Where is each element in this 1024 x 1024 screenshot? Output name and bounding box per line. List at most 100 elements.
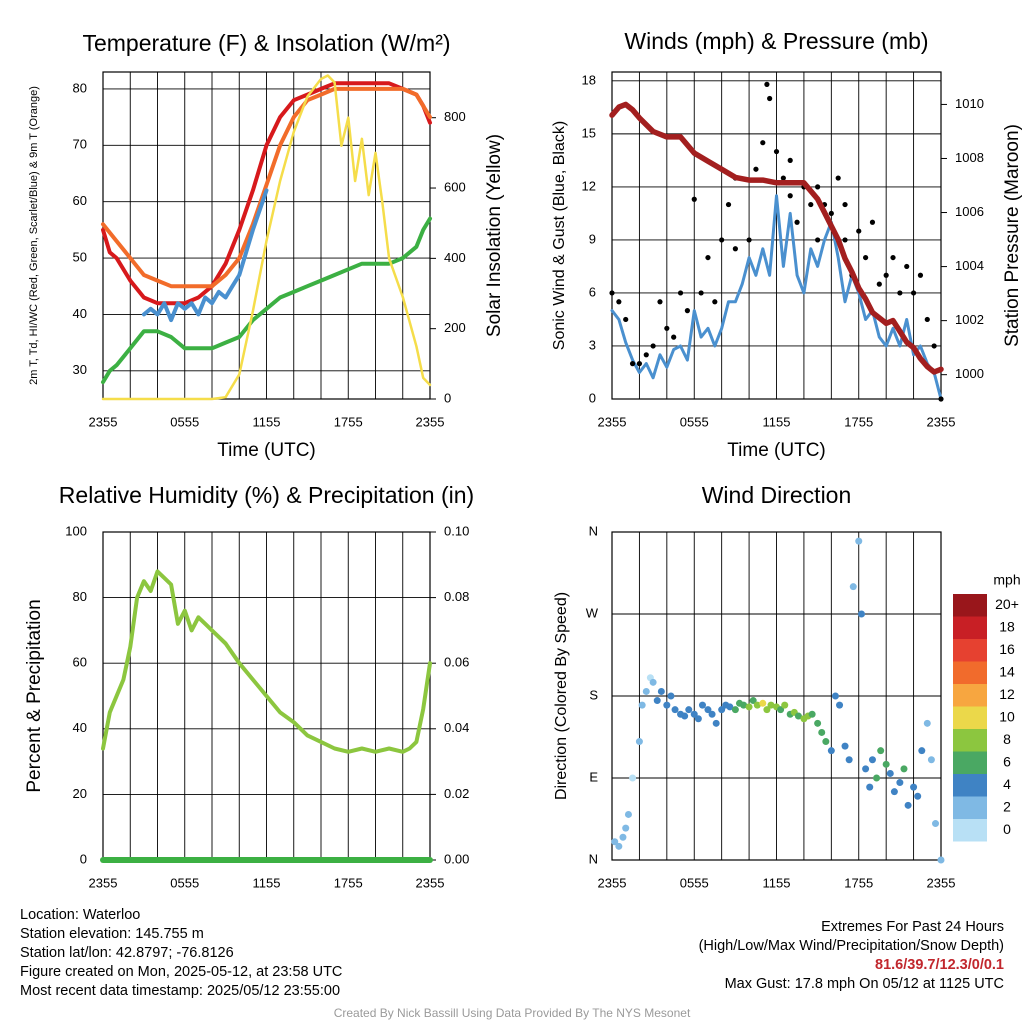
elevation-text: Station elevation: 145.755 m: [20, 926, 204, 942]
y-tick-label: 0: [589, 390, 596, 405]
gust-point: [753, 166, 759, 172]
x-axis-label-1: Time (UTC): [727, 440, 826, 461]
max-gust-text: Max Gust: 17.8 mph On 05/12 at 1125 UTC: [724, 976, 1004, 992]
direction-point: [767, 701, 775, 709]
x-tick-label: 2355: [89, 875, 118, 890]
station-pressure-line: [609, 101, 944, 375]
y2-tick-label: 200: [444, 320, 466, 335]
location-text: Location: Waterloo: [20, 907, 141, 923]
gust-point: [671, 334, 677, 340]
colorbar-swatch: [953, 661, 987, 684]
y-tick-label: 70: [73, 137, 87, 152]
colorbar-label: 14: [999, 663, 1015, 679]
gust-point: [691, 196, 697, 202]
direction-point: [629, 774, 637, 782]
y-tick-label: E: [589, 769, 598, 784]
y2-tick-label: 1006: [955, 204, 984, 219]
y-tick-label: 40: [73, 720, 87, 735]
colorbar-label: 16: [999, 641, 1015, 657]
x-tick-label: 2355: [416, 875, 445, 890]
y-tick-label: 0: [80, 851, 87, 866]
9m-t-line: [101, 86, 432, 289]
x-tick-label: 2355: [89, 414, 118, 429]
colorbar-swatch: [953, 751, 987, 774]
y-axis-label-right: Solar Insolation (Yellow): [484, 134, 505, 337]
gust-point: [657, 299, 663, 305]
y-axis-label-right: Station Pressure (Maroon): [1002, 124, 1023, 347]
relative-humidity-line: [101, 569, 432, 754]
station-info: Location: Waterloo Station elevation: 14…: [20, 906, 342, 1001]
direction-point: [831, 692, 839, 700]
direction-point: [862, 765, 870, 773]
gust-point: [842, 201, 848, 208]
x-tick-label: 0555: [170, 875, 199, 890]
chart-title-3: Wind Direction: [702, 482, 852, 508]
colorbar-label: 8: [1003, 731, 1011, 747]
direction-point: [622, 824, 630, 832]
direction-point: [685, 706, 693, 714]
y-tick-label: 30: [73, 362, 87, 377]
colorbar-label: 18: [999, 618, 1015, 634]
gust-point: [719, 237, 725, 243]
direction-point: [927, 756, 935, 764]
gust-point: [760, 140, 766, 146]
y-tick-label: N: [589, 523, 598, 538]
direction-point: [619, 833, 627, 841]
gust-point: [705, 254, 711, 261]
direction-point: [690, 710, 698, 718]
gust-point: [917, 272, 924, 278]
2m-td-line: [101, 216, 432, 385]
direction-point: [671, 706, 679, 714]
gust-point: [616, 299, 622, 305]
x-tick-label: 2355: [598, 875, 627, 890]
gust-point: [636, 361, 643, 367]
gust-point: [629, 361, 636, 367]
extremes-info: Extremes For Past 24 Hours (High/Low/Max…: [699, 918, 1004, 994]
gust-point: [904, 263, 910, 270]
y2-tick-label: 1010: [955, 96, 984, 111]
colorbar-swatch: [953, 639, 987, 662]
direction-point: [712, 719, 720, 727]
direction-point: [635, 738, 643, 746]
colorbar-swatch: [953, 616, 987, 639]
gust-point: [643, 352, 649, 358]
direction-point: [726, 703, 734, 711]
gust-point: [815, 237, 821, 243]
credit-text: Created By Nick Bassill Using Data Provi…: [333, 1006, 691, 1020]
x-tick-label: 1155: [253, 414, 281, 429]
gust-point: [938, 396, 944, 402]
direction-point: [708, 710, 716, 718]
colorbar-label: 2: [1003, 798, 1011, 814]
y-axis-label: Direction (Colored By Speed): [553, 592, 570, 800]
x-tick-label: 1755: [844, 875, 873, 890]
y-axis-label-left: Sonic Wind & Gust (Blue, Black): [551, 121, 568, 350]
y-axis-label-left: 2m T, Td, HI/WC (Red, Green, Scarlet/Blu…: [28, 86, 40, 385]
direction-point: [890, 788, 898, 796]
direction-point: [914, 792, 922, 800]
y-tick-label: W: [586, 605, 599, 620]
gust-point: [780, 175, 786, 181]
x-tick-label: 1155: [253, 875, 281, 890]
gust-point: [890, 254, 896, 261]
gust-point: [664, 325, 670, 331]
extremes-heading: Extremes For Past 24 Hours: [821, 919, 1004, 935]
gust-point: [712, 299, 718, 305]
gust-point: [828, 210, 834, 217]
direction-point: [886, 769, 894, 777]
direction-point: [932, 820, 940, 828]
gust-point: [842, 237, 848, 243]
y-tick-label: N: [589, 851, 598, 866]
2m-t-line: [101, 81, 432, 306]
y2-tick-label: 0.06: [444, 655, 469, 670]
colorbar-label: 0: [1003, 821, 1011, 837]
colorbar-swatch: [953, 706, 987, 729]
x-tick-label: 0555: [170, 414, 199, 429]
gust-point: [677, 290, 684, 296]
direction-point: [918, 747, 926, 755]
y-tick-label: 60: [73, 193, 87, 208]
chart-title-2: Relative Humidity (%) & Precipitation (i…: [59, 482, 474, 508]
y2-tick-label: 1000: [955, 366, 984, 381]
gust-point: [863, 254, 869, 261]
y2-tick-label: 0.04: [444, 720, 469, 735]
direction-point: [845, 756, 853, 764]
